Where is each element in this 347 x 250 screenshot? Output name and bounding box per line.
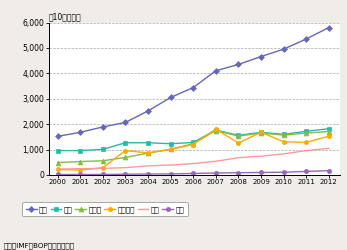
ドイツ [78,160,82,163]
Line: 米国: 米国 [56,26,331,138]
フランス [123,149,127,152]
韓国 [146,172,150,176]
日本 [146,164,150,167]
米国 [281,48,286,51]
日本 [78,167,82,170]
ドイツ [236,134,240,138]
英国 [123,141,127,144]
日本 [101,167,105,170]
ドイツ [191,142,195,145]
ドイツ [101,159,105,162]
フランス [259,131,263,134]
米国 [236,63,240,66]
フランス [169,148,173,151]
ドイツ [146,152,150,155]
日本 [281,152,286,156]
日本 [304,149,308,152]
米国 [214,69,218,72]
韓国 [327,169,331,172]
ドイツ [169,148,173,151]
日本 [259,155,263,158]
韓国 [169,172,173,176]
英国 [146,141,150,144]
ドイツ [259,132,263,134]
日本 [169,164,173,166]
フランス [304,141,308,144]
Line: フランス: フランス [56,127,331,172]
英国 [236,134,240,137]
米国 [259,55,263,58]
韓国 [123,173,127,176]
韓国 [56,173,60,176]
英国 [56,149,60,152]
日本 [191,162,195,165]
韓国 [259,171,263,174]
米国 [146,110,150,112]
米国 [304,38,308,40]
米国 [169,96,173,99]
Text: 資料：IMF「BOP」から作成。: 資料：IMF「BOP」から作成。 [3,242,75,249]
韓国 [78,173,82,176]
米国 [191,86,195,89]
日本 [56,168,60,171]
英国 [281,133,286,136]
フランス [78,169,82,172]
韓国 [236,171,240,174]
フランス [146,152,150,154]
米国 [101,126,105,128]
韓国 [214,172,218,174]
日本 [236,156,240,159]
英国 [191,141,195,144]
英国 [78,149,82,152]
フランス [191,143,195,146]
米国 [327,26,331,29]
フランス [214,128,218,131]
米国 [56,135,60,138]
Line: 韓国: 韓国 [56,168,331,176]
ドイツ [123,156,127,159]
Line: 日本: 日本 [58,148,329,169]
韓国 [304,170,308,173]
韓国 [281,171,286,174]
英国 [169,142,173,145]
ドイツ [304,132,308,134]
米国 [123,121,127,124]
韓国 [101,173,105,176]
Legend: 米国, 英国, ドイツ, フランス, 日本, 韓国: 米国, 英国, ドイツ, フランス, 日本, 韓国 [22,202,188,216]
日本 [123,166,127,169]
フランス [101,166,105,169]
フランス [56,168,60,171]
Text: （10億ドル）: （10億ドル） [49,12,81,21]
英国 [327,127,331,130]
フランス [327,134,331,138]
韓国 [191,172,195,175]
ドイツ [214,129,218,132]
英国 [214,128,218,132]
ドイツ [281,134,286,136]
フランス [281,140,286,143]
Line: ドイツ: ドイツ [55,128,331,165]
フランス [236,142,240,144]
英国 [304,130,308,133]
ドイツ [327,130,331,133]
日本 [214,160,218,163]
ドイツ [56,161,60,164]
英国 [259,131,263,134]
Line: 英国: 英国 [56,126,331,153]
米国 [78,131,82,134]
日本 [327,147,331,150]
英国 [101,148,105,151]
